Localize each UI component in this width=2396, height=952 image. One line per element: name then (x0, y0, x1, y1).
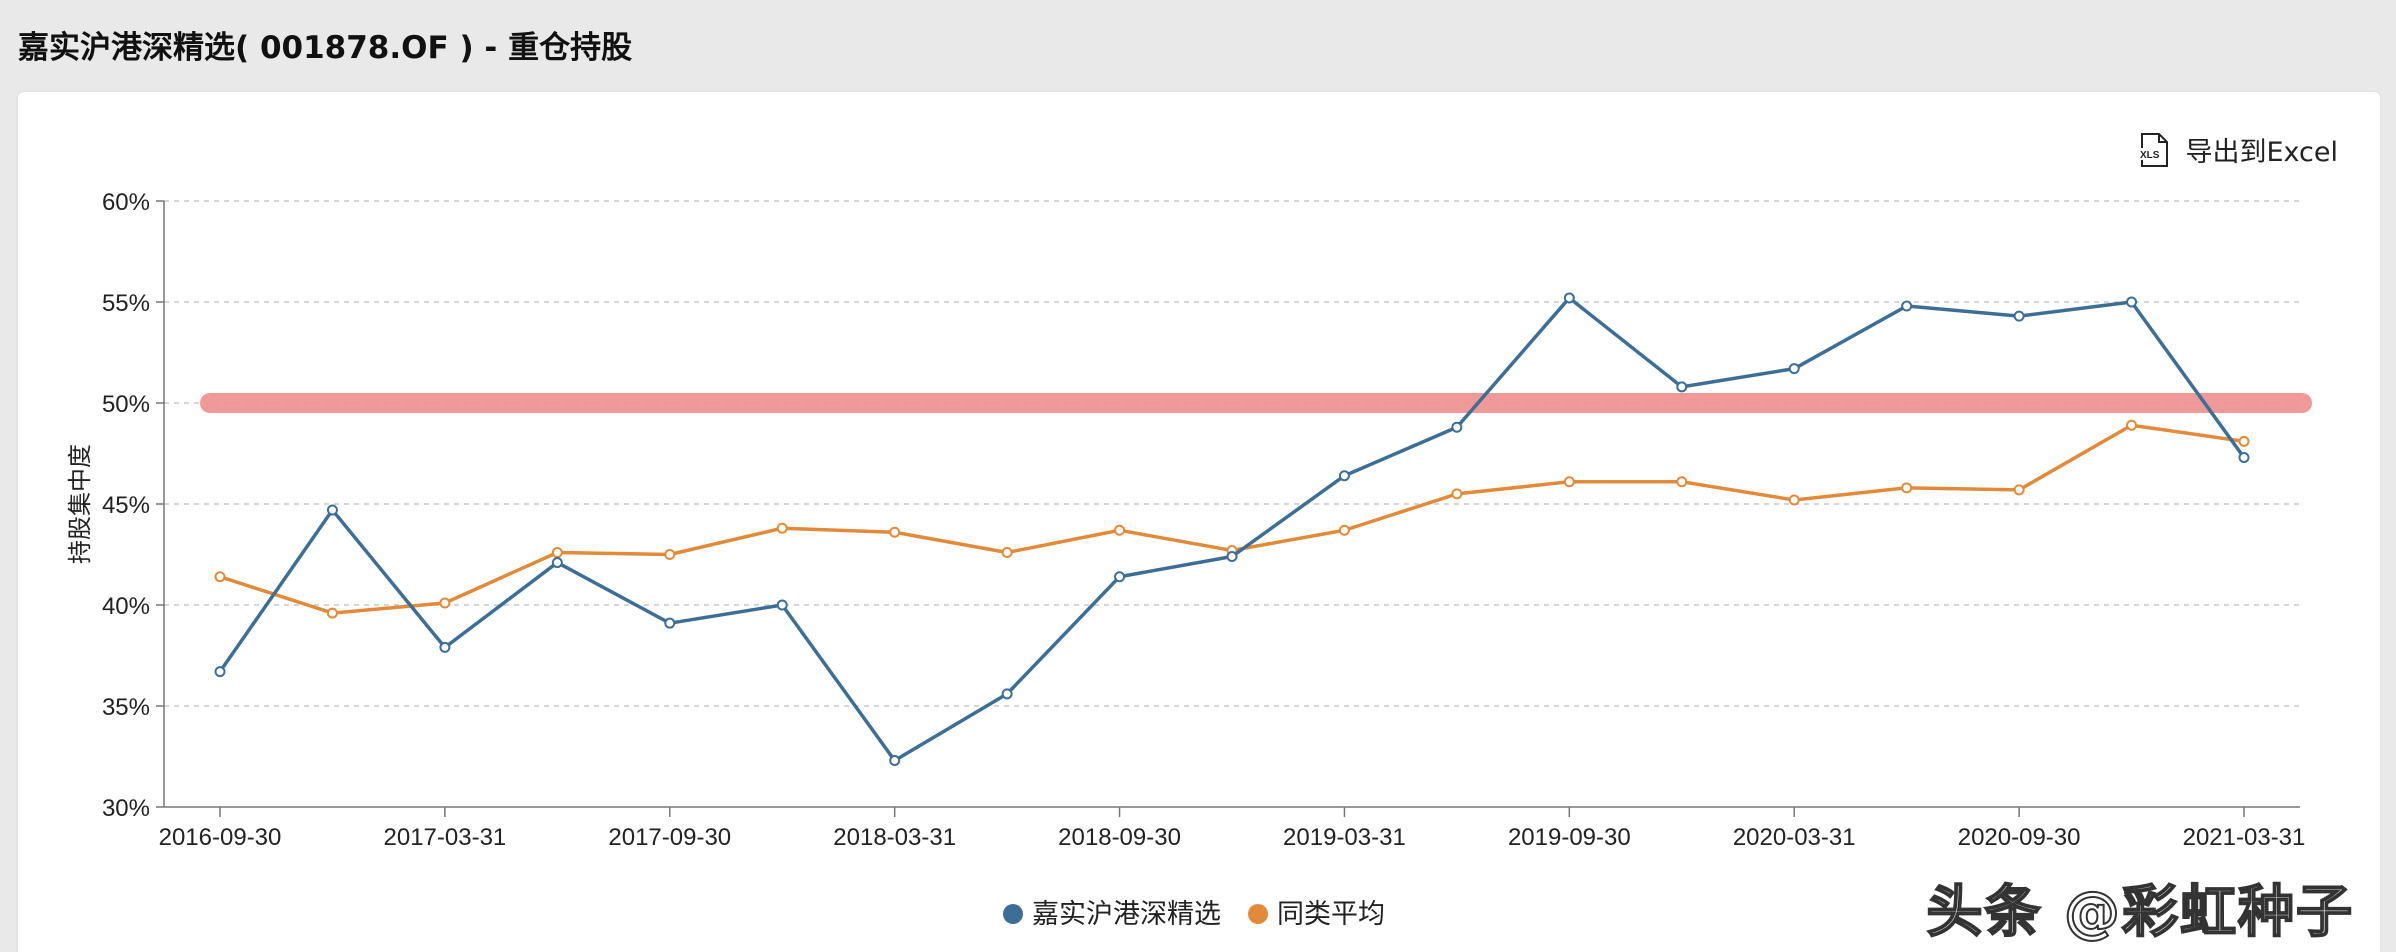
header-bar: 嘉实沪港深精选( 001878.OF ) - 重仓持股 (0, 0, 2396, 88)
data-point-peer-average (2013, 484, 2025, 496)
y-tick-label: 60% (102, 189, 150, 216)
x-tick-label: 2018-09-30 (1058, 824, 1181, 851)
legend-marker-peer-average (1248, 904, 1268, 924)
data-point-fund (1451, 421, 1463, 433)
xls-file-icon: XLS (2138, 132, 2169, 167)
data-point-peer-average (1563, 476, 1575, 488)
data-point-peer-average (776, 522, 788, 534)
data-point-peer-average (889, 526, 901, 538)
data-point-fund (2013, 310, 2025, 322)
data-point-peer-average (214, 571, 226, 583)
line-chart: 30% 35% 40% 45% 50% 55% 60% 2016-09-30 2017-03-3… (67, 189, 2312, 929)
data-point-peer-average (439, 597, 451, 609)
page-title: 嘉实沪港深精选( 001878.OF ) - 重仓持股 (18, 30, 633, 66)
legend-marker-fund (1003, 904, 1023, 924)
data-point-fund (1114, 571, 1126, 583)
y-tick-label: 55% (102, 290, 150, 317)
data-point-peer-average (1788, 494, 1800, 506)
y-axis-title: 持股集中度 (67, 444, 94, 564)
legend: 嘉实沪港深精选 同类平均 (1003, 899, 1385, 929)
data-point-peer-average (551, 546, 563, 558)
data-point-fund (214, 666, 226, 678)
y-tick-label: 50% (102, 391, 150, 418)
y-tick-label: 45% (102, 492, 150, 519)
data-point-peer-average (664, 549, 676, 560)
x-tick-label: 2018-03-31 (833, 824, 956, 851)
data-point-peer-average (1114, 524, 1126, 536)
y-tick-label: 40% (102, 593, 150, 620)
data-point-peer-average (2238, 435, 2250, 447)
xls-icon-text: XLS (2140, 150, 2160, 161)
x-tick-label: 2016-09-30 (159, 824, 282, 851)
data-point-peer-average (1338, 524, 1350, 536)
grid-lines (164, 200, 2300, 707)
data-point-peer-average (2126, 419, 2138, 431)
data-point-peer-average (1901, 482, 1913, 494)
x-tick-label: 2019-09-30 (1508, 824, 1631, 851)
series-layer (214, 292, 2250, 767)
axes: 30% 35% 40% 45% 50% 55% 60% 2016-09-30 2017-03-3… (67, 189, 2305, 851)
data-point-fund (1226, 551, 1238, 563)
export-excel-label: 导出到Excel (2185, 137, 2338, 168)
data-point-fund (551, 557, 563, 569)
data-point-fund (1338, 470, 1350, 482)
data-point-peer-average (1676, 476, 1688, 488)
data-point-fund (1563, 292, 1575, 304)
data-point-fund (2238, 452, 2250, 464)
data-point-fund (776, 599, 788, 611)
data-point-fund (889, 755, 901, 767)
watermark: 头条 @彩虹种子 (1926, 879, 2354, 946)
data-point-fund (1901, 300, 1913, 312)
x-tick-label: 2017-09-30 (608, 824, 731, 851)
series-line-fund (218, 296, 2246, 763)
data-point-peer-average (1001, 546, 1013, 558)
export-excel-button[interactable]: XLS 导出到Excel (2137, 130, 2338, 169)
y-tick-label: 35% (102, 694, 150, 721)
chart-card: XLS 导出到Excel 30% 35% 40% 45% 50% 55% 60% 2016-0… (18, 92, 2380, 952)
x-tick-label: 2017-03-31 (384, 824, 507, 851)
series-line-peer-average (219, 423, 2245, 615)
legend-label-peer-average: 同类平均 (1277, 899, 1385, 929)
data-point-peer-average (326, 607, 338, 619)
x-tick-label: 2020-03-31 (1733, 824, 1856, 851)
data-point-fund (1788, 363, 1800, 375)
data-point-fund (1001, 688, 1013, 700)
y-tick-label: 30% (102, 795, 150, 822)
data-point-fund (2126, 296, 2138, 308)
data-point-peer-average (1451, 488, 1463, 500)
x-tick-label: 2019-03-31 (1283, 824, 1406, 851)
x-tick-label: 2021-03-31 (2183, 824, 2306, 851)
legend-label-fund: 嘉实沪港深精选 (1032, 899, 1221, 929)
data-point-fund (439, 641, 451, 653)
data-point-fund (1676, 381, 1688, 393)
data-point-fund (664, 617, 676, 629)
data-point-fund (326, 504, 338, 516)
x-tick-label: 2020-09-30 (1958, 824, 2081, 851)
